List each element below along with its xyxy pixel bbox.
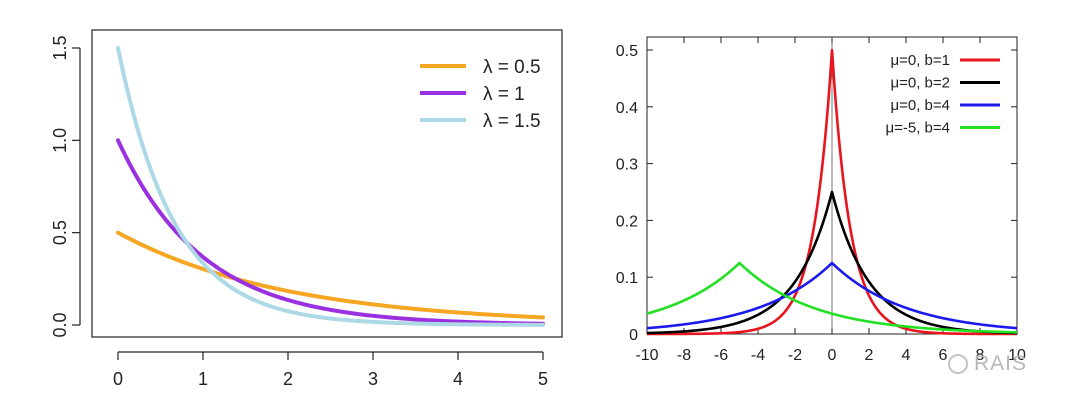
x-tick-label: 4 xyxy=(902,347,911,364)
x-tick-label: 10 xyxy=(1008,347,1026,364)
watermark-text: RAIS xyxy=(974,352,1028,375)
x-tick-label: 8 xyxy=(976,347,985,364)
y-tick-label: 0.1 xyxy=(616,270,638,287)
x-tick-label: -6 xyxy=(714,347,728,364)
y-tick-label: 0.0 xyxy=(50,312,70,337)
y-tick-label: 0.2 xyxy=(616,213,638,230)
legend-label: λ = 1.5 xyxy=(483,111,541,132)
x-tick-label: 1 xyxy=(198,369,208,389)
legend-label: μ=-5, b=4 xyxy=(885,120,950,137)
series-line xyxy=(646,261,1018,334)
y-tick-label: 0.5 xyxy=(616,43,638,60)
x-tick-label: 3 xyxy=(368,369,378,389)
x-tick-label: -10 xyxy=(635,347,658,364)
y-tick-label: 1.5 xyxy=(50,35,70,60)
y-tick-label: 1.0 xyxy=(50,128,70,153)
y-tick-label: 0 xyxy=(629,327,638,344)
x-tick-label: -4 xyxy=(751,347,765,364)
y-tick-label: 0.5 xyxy=(50,220,70,245)
legend-label: μ=0, b=4 xyxy=(890,97,950,114)
series-line xyxy=(646,261,1018,330)
x-tick-label: 0 xyxy=(113,369,123,389)
x-tick-label: 0 xyxy=(828,347,837,364)
x-tick-label: -2 xyxy=(788,347,802,364)
series-line xyxy=(116,46,545,327)
watermark: RAIS xyxy=(948,352,1027,376)
left-axes: 0 1 2 3 4 5 0.0 0.5 1.0 1.5 xyxy=(50,35,548,389)
right-legend: μ=0, b=1 μ=0, b=2 μ=0, b=4 μ=-5, b=4 xyxy=(885,52,1000,137)
x-tick-label: 5 xyxy=(538,369,548,389)
laplace-chart: -10 -8 -6 -4 -2 0 2 4 6 8 10 0 0.1 0.2 0.3 0.4 0.5 μ=0, … xyxy=(616,36,1026,364)
right-axes: -10 -8 -6 -4 -2 0 2 4 6 8 10 0 0.1 0.2 0.3 0.4 0.5 xyxy=(616,37,1026,364)
x-tick-label: -8 xyxy=(677,347,691,364)
legend-label: μ=0, b=1 xyxy=(890,52,950,69)
right-series-group xyxy=(646,48,1018,336)
y-tick-label: 0.3 xyxy=(616,157,638,174)
legend-label: λ = 1 xyxy=(483,84,525,105)
series-line xyxy=(646,48,1018,336)
left-legend: λ = 0.5 λ = 1 λ = 1.5 xyxy=(420,57,541,132)
legend-label: λ = 0.5 xyxy=(483,57,541,78)
wechat-icon xyxy=(948,354,968,374)
y-tick-label: 0.4 xyxy=(616,100,638,117)
exponential-chart: 0 1 2 3 4 5 0.0 0.5 1.0 1.5 λ = 0.5 λ = 1 λ = 1.5 xyxy=(50,29,563,389)
x-tick-label: 6 xyxy=(939,347,948,364)
x-tick-label: 2 xyxy=(283,369,293,389)
legend-label: μ=0, b=2 xyxy=(890,75,950,92)
x-tick-label: 2 xyxy=(865,347,874,364)
left-series-group xyxy=(116,46,545,327)
left-plot-frame xyxy=(91,29,563,338)
series-line xyxy=(116,230,545,320)
x-tick-label: 4 xyxy=(453,369,463,389)
